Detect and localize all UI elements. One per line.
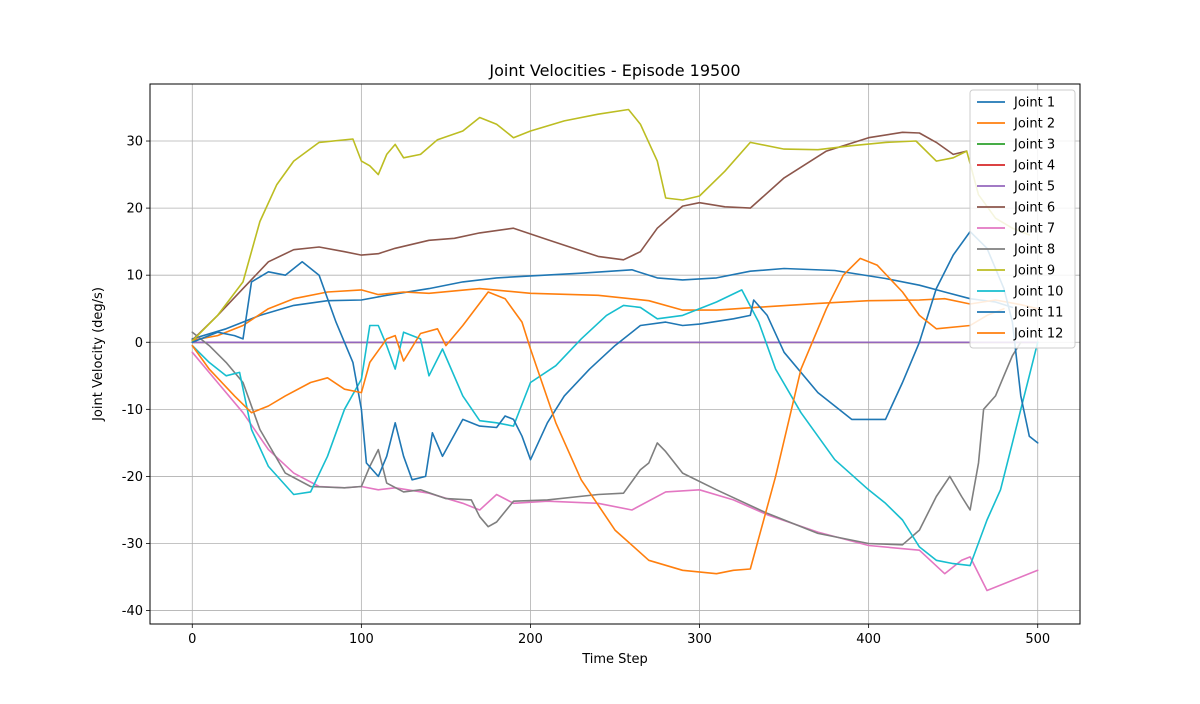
x-tick-label: 200 xyxy=(518,632,543,647)
legend-label: Joint 3 xyxy=(1013,138,1055,153)
x-tick-label: 0 xyxy=(188,632,196,647)
y-tick-label: 20 xyxy=(126,202,143,217)
series-line-joint-12 xyxy=(191,257,1005,575)
y-tick-label: 0 xyxy=(135,336,143,351)
plot-frame xyxy=(149,83,1081,625)
series-line-joint-2 xyxy=(191,287,1039,341)
legend: Joint 1 Joint 2 Joint 3 Joint 4 Joint 5 Joint… xyxy=(969,89,1076,349)
grid xyxy=(150,84,1080,624)
series-line-joint-11 xyxy=(191,230,1039,481)
legend-box xyxy=(969,89,1076,349)
y-tick-label: 10 xyxy=(126,269,143,284)
legend-label: Joint 6 xyxy=(1013,201,1055,216)
y-tick-label: -10 xyxy=(122,403,143,418)
x-tick-label: 400 xyxy=(856,632,881,647)
series-line-joint-8 xyxy=(191,331,1022,546)
legend-label: Joint 11 xyxy=(1013,306,1063,321)
legend-label: Joint 4 xyxy=(1013,159,1055,174)
series-line-joint-7 xyxy=(191,351,1039,592)
x-tick-label: 300 xyxy=(687,632,712,647)
legend-label: Joint 7 xyxy=(1013,222,1055,237)
legend-label: Joint 1 xyxy=(1013,96,1055,111)
series-line-joint-10 xyxy=(191,289,1039,567)
y-tick-label: 30 xyxy=(126,135,143,150)
y-tick-label: -30 xyxy=(122,537,143,552)
x-tick-label: 500 xyxy=(1025,632,1050,647)
legend-label: Joint 2 xyxy=(1013,117,1055,132)
series-line-joint-6 xyxy=(191,131,968,341)
x-tick-label: 100 xyxy=(349,632,374,647)
chart-title: Joint Velocities - Episode 19500 xyxy=(488,61,740,80)
series-line-joint-9 xyxy=(191,108,1031,342)
y-tick-label: -40 xyxy=(122,604,143,619)
legend-label: Joint 12 xyxy=(1013,327,1063,342)
y-tick-label: -20 xyxy=(122,470,143,485)
series-lines xyxy=(191,108,1039,592)
legend-label: Joint 5 xyxy=(1013,180,1055,195)
legend-label: Joint 10 xyxy=(1013,285,1063,300)
axis-ticks: 0 100 200 300 400 500 -40 -30 -20 -10 0 10 20 30 xyxy=(122,135,1050,647)
legend-label: Joint 8 xyxy=(1013,243,1055,258)
x-axis-label: Time Step xyxy=(581,652,648,667)
y-axis-label: Joint Velocity (deg/s) xyxy=(91,287,106,422)
legend-label: Joint 9 xyxy=(1013,264,1055,279)
